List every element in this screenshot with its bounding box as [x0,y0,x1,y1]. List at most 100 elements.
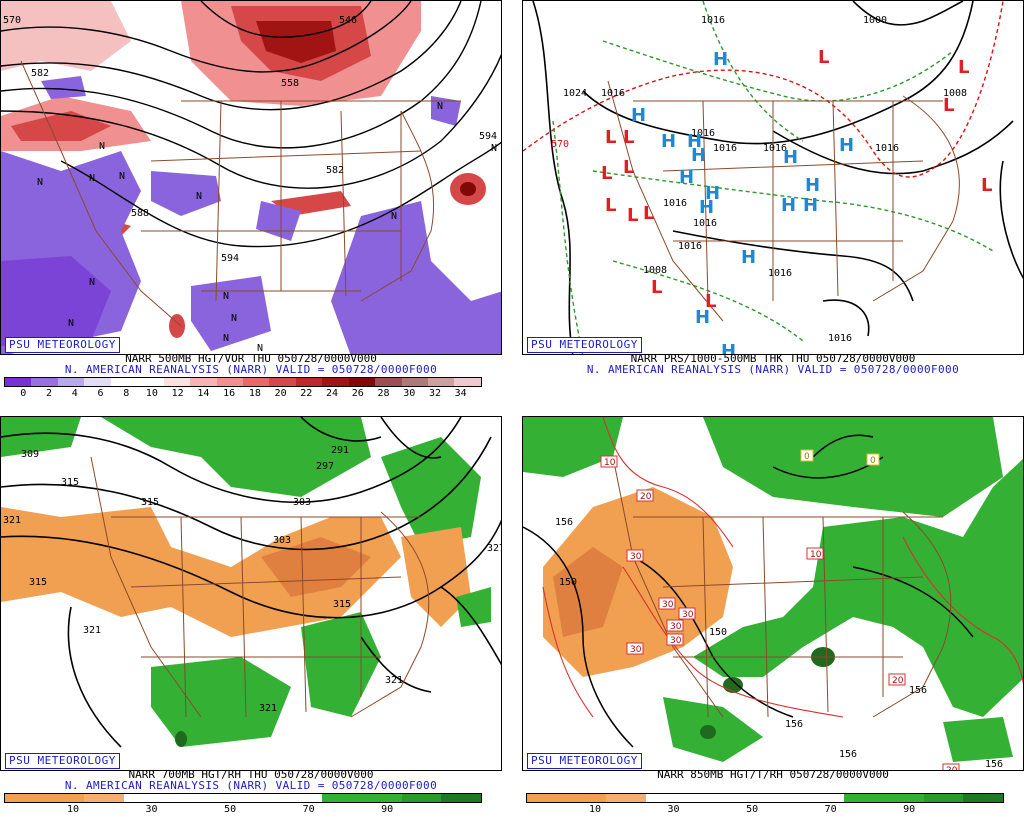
colorbar-swatch [163,794,204,802]
panel-700mb-rh: 309 315 303 297 291 315 303 321 315 315 … [0,416,502,819]
caption-product: NARR 700MB HGT/RH THU 050728/0000V000 [128,768,374,781]
colorbar-swatch [124,794,164,802]
high-symbol: H [781,195,796,216]
temp-box: 30 [626,642,644,655]
temp-box: 10 [806,547,824,560]
brand-label: PSU METEOROLOGY [5,753,120,769]
map-500mb: 570 582 594 558 546 582 594 588 N N N N … [0,0,502,355]
high-symbol: H [713,49,728,70]
contour-label: 588 [131,208,149,219]
svg-text:30: 30 [670,622,682,632]
caption-valid: N. AMERICAN REANALYSIS (NARR) VALID = 05… [586,363,960,376]
svg-text:10: 10 [604,458,616,468]
contour-label: 558 [281,78,299,89]
colorbar-tick-label: 20 [274,388,287,399]
colorbar-tick-label: 70 [302,804,315,815]
min-marker: N [391,211,397,222]
svg-text:0: 0 [870,456,876,466]
isobar-label: 1016 [601,88,625,99]
svg-text:20: 20 [892,676,904,686]
high-symbol: H [783,147,798,168]
colorbar-tick-label: 6 [97,388,104,399]
high-symbol: H [721,341,736,355]
colorbar-tick-label: 16 [223,388,236,399]
colorbar-tick-label: 14 [197,388,210,399]
colorbar-tick-label: 30 [403,388,416,399]
colorbar-rh [526,793,1004,803]
isobar-label: 1016 [768,268,792,279]
contour-label: 315 [141,497,159,508]
low-symbol: L [943,95,954,116]
colorbar-tick-label: 24 [326,388,339,399]
contour-label: 303 [273,535,291,546]
svg-text:20: 20 [946,766,958,771]
contour-label: 156 [909,685,927,696]
low-symbol: L [958,57,969,78]
contour-label: 594 [221,253,239,264]
high-symbol: H [695,307,710,328]
high-symbol: H [741,247,756,268]
svg-text:30: 30 [630,552,642,562]
min-marker: N [89,173,95,184]
contour-label: 315 [29,577,47,588]
svg-text:20: 20 [640,492,652,502]
contour-label: 321 [83,625,101,636]
temp-box: 10 [600,455,618,468]
low-symbol: L [651,277,662,298]
contour-label: 594 [479,131,497,142]
map-700mb: 309 315 303 297 291 315 303 321 315 315 … [0,416,502,771]
colorbar-swatch [844,794,885,802]
colorbar-swatch [44,794,85,802]
colorbar-vorticity [4,377,482,387]
caption-valid: N. AMERICAN REANALYSIS (NARR) VALID = 05… [64,779,438,792]
brand-label: PSU METEOROLOGY [527,753,642,769]
temp-box: 20 [942,763,960,771]
contour-label: 315 [61,477,79,488]
colorbar-tick-label: 10 [66,804,80,815]
min-marker: N [119,171,125,182]
contour-label: 315 [333,599,351,610]
svg-text:10: 10 [810,550,822,560]
contour-label: 303 [293,497,311,508]
colorbar-swatch [348,378,376,386]
contour-label: 156 [985,759,1003,770]
temp-box: 30 [666,619,684,632]
colorbar-tick-label: 32 [428,388,441,399]
colorbar-swatch [804,794,845,802]
colorbar-swatch [5,794,45,802]
temp-box: 0 [800,449,814,462]
isobar-label: 1016 [763,143,787,154]
panel-500mb-vorticity: 570 582 594 558 546 582 594 588 N N N N … [0,0,502,403]
low-symbol: L [705,291,716,312]
temp-box: 30 [666,633,684,646]
temp-box: 0 [866,453,880,466]
colorbar-swatch [110,378,138,386]
low-symbol: L [623,127,634,148]
colorbar-swatch [566,794,607,802]
temp-box: 30 [626,549,644,562]
colorbar-swatch [322,378,349,386]
colorbar-swatch [401,794,442,802]
isobar-label: 1024 [563,88,587,99]
low-symbol: L [818,47,829,68]
low-symbol: L [605,195,616,216]
contour-label: 321 [385,675,403,686]
min-marker: N [231,313,237,324]
min-marker: N [99,141,105,152]
colorbar-swatch [441,794,482,802]
colorbar-swatch [282,794,323,802]
contour-label: 297 [316,461,334,472]
isobar-label: 1000 [863,15,887,26]
colorbar-swatch [295,378,323,386]
map-slp: 1016 1000 1024 1016 1016 1016 1016 1016 … [522,0,1024,355]
isobar-label: 1008 [643,265,667,276]
contour-label: 582 [31,68,49,79]
isobar-label: 1016 [701,15,725,26]
caption-valid: N. AMERICAN REANALYSIS (NARR) VALID = 05… [64,363,438,376]
high-symbol: H [839,135,854,156]
colorbar-swatch [163,378,191,386]
colorbar-swatch [428,378,455,386]
isobar-label: 1016 [678,241,702,252]
colorbar-swatch [765,794,805,802]
temp-box: 30 [658,597,676,610]
